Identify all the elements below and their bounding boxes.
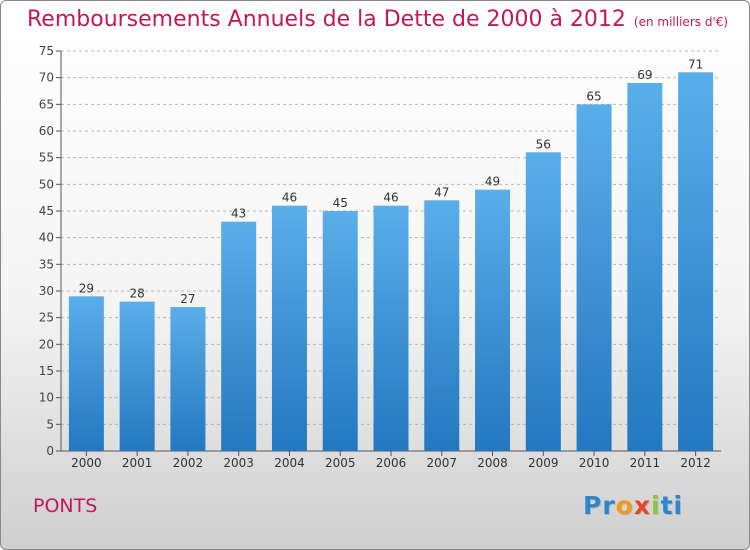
commune-name: PONTS	[33, 495, 98, 517]
x-tick-label-2004: 2004	[274, 456, 305, 470]
value-label-2006: 46	[383, 191, 398, 205]
x-tick-label-2005: 2005	[325, 456, 356, 470]
logo-letter: r	[602, 491, 616, 520]
y-tick-label: 30	[39, 284, 54, 298]
x-tick-label-2001: 2001	[122, 456, 153, 470]
title-unit: (en milliers d'€)	[633, 15, 729, 29]
x-tick-label-2000: 2000	[71, 456, 102, 470]
logo-letter: t	[660, 491, 674, 520]
proxiti-logo: Proxiti	[583, 491, 683, 520]
value-label-2009: 56	[536, 137, 551, 151]
bar-2002	[170, 307, 206, 451]
y-tick-label: 15	[39, 364, 54, 378]
y-tick-label: 10	[39, 391, 54, 405]
y-tick-label: 70	[39, 71, 54, 85]
y-tick-label: 60	[39, 124, 54, 138]
x-tick-label-2007: 2007	[426, 456, 457, 470]
bar-2006	[373, 205, 409, 451]
x-tick-label-2002: 2002	[173, 456, 204, 470]
x-tick-label-2003: 2003	[223, 456, 254, 470]
y-tick-label: 5	[46, 417, 54, 431]
bar-2000	[68, 296, 104, 451]
bar-2010	[576, 104, 612, 451]
y-tick-label: 55	[39, 151, 54, 165]
title-text: Remboursements Annuels de la Dette de 20…	[27, 7, 626, 32]
x-tick-label-2008: 2008	[477, 456, 508, 470]
y-tick-label: 40	[39, 231, 54, 245]
bar-2008	[475, 189, 511, 451]
logo-letter: i	[673, 491, 684, 520]
value-label-2003: 43	[231, 207, 246, 221]
value-label-2011: 69	[637, 68, 652, 82]
bar-2005	[322, 211, 358, 451]
y-tick-label: 25	[39, 311, 54, 325]
chart-title: Remboursements Annuels de la Dette de 20…	[27, 7, 728, 32]
bar-2003	[221, 221, 257, 451]
bar-2011	[627, 83, 663, 451]
logo-letter: i	[651, 491, 661, 520]
logo-letter: o	[615, 491, 634, 520]
x-tick-label-2010: 2010	[579, 456, 610, 470]
x-tick-label-2011: 2011	[630, 456, 661, 470]
labels: 0 5 10 15 20 25 30 35 40 45 50 55 60 65 70 75 29 2000 28 20…	[39, 44, 711, 470]
value-label-2004: 46	[282, 191, 297, 205]
bar-2004	[271, 205, 307, 451]
value-label-2008: 49	[485, 175, 500, 189]
bars	[68, 72, 714, 452]
y-tick-label: 65	[39, 97, 54, 111]
value-label-2007: 47	[434, 185, 449, 199]
value-label-2012: 71	[688, 57, 703, 71]
bar-2012	[678, 72, 714, 451]
y-tick-label: 45	[39, 204, 54, 218]
bar-2007	[424, 200, 460, 451]
bar-2009	[525, 152, 561, 452]
x-tick-label-2006: 2006	[376, 456, 407, 470]
y-tick-label: 50	[39, 177, 54, 191]
y-tick-label: 0	[46, 444, 54, 458]
x-tick-label-2009: 2009	[528, 456, 559, 470]
y-tick-label: 35	[39, 257, 54, 271]
value-label-2001: 28	[130, 287, 145, 301]
y-tick-label: 75	[39, 44, 54, 58]
y-tick-label: 20	[39, 337, 54, 351]
value-label-2000: 29	[79, 281, 94, 295]
value-label-2005: 45	[333, 196, 348, 210]
bar-2001	[119, 301, 155, 451]
value-label-2002: 27	[180, 292, 195, 306]
x-tick-label-2012: 2012	[680, 456, 711, 470]
logo-letter: x	[633, 491, 651, 520]
logo-letter: P	[583, 491, 603, 520]
value-label-2010: 65	[586, 89, 601, 103]
